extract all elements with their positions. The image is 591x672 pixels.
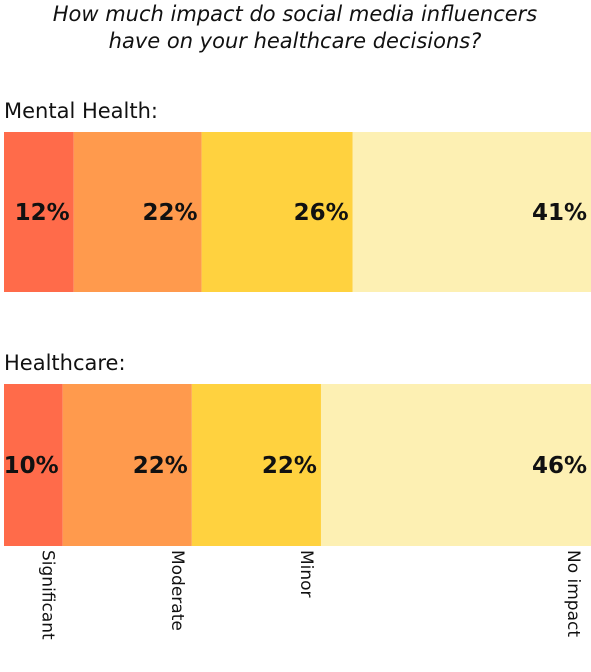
- category-label-significant: Significant: [38, 550, 58, 640]
- category-labels: Significant Moderate Minor No impact: [38, 550, 583, 640]
- group-label-healthcare: Healthcare:: [4, 351, 126, 375]
- data-label-healthcare-no-impact: 46%: [532, 453, 587, 479]
- chart-title-line-2: have on your healthcare decisions?: [109, 29, 482, 53]
- data-label-mental-health-moderate: 22%: [143, 200, 198, 226]
- chart-title-line-1: How much impact do social media influenc…: [53, 2, 538, 26]
- bar-healthcare-moderate: [62, 384, 192, 546]
- category-label-moderate: Moderate: [167, 550, 187, 631]
- data-label-mental-health-significant: 12%: [15, 200, 70, 226]
- data-label-healthcare-significant: 10%: [4, 453, 59, 479]
- bar-healthcare-no-impact: [320, 384, 591, 546]
- bar-mental-health-moderate: [73, 132, 202, 292]
- bar-healthcare-significant: [4, 384, 63, 546]
- data-label-healthcare-minor: 22%: [262, 453, 317, 479]
- bar-mental-health-no-impact: [352, 132, 591, 292]
- data-label-mental-health-no-impact: 41%: [532, 200, 587, 226]
- data-labels: 12% 22% 26% 41% 10% 22% 22% 46%: [4, 200, 587, 479]
- category-label-minor: Minor: [296, 550, 316, 598]
- category-label-no-impact: No impact: [563, 550, 583, 637]
- bar-segments: [4, 132, 591, 546]
- data-label-mental-health-minor: 26%: [294, 200, 349, 226]
- group-label-mental-health: Mental Health:: [4, 99, 158, 123]
- data-label-healthcare-moderate: 22%: [133, 453, 188, 479]
- bar-mental-health-significant: [4, 132, 74, 292]
- bar-mental-health-minor: [201, 132, 353, 292]
- bar-healthcare-minor: [191, 384, 321, 546]
